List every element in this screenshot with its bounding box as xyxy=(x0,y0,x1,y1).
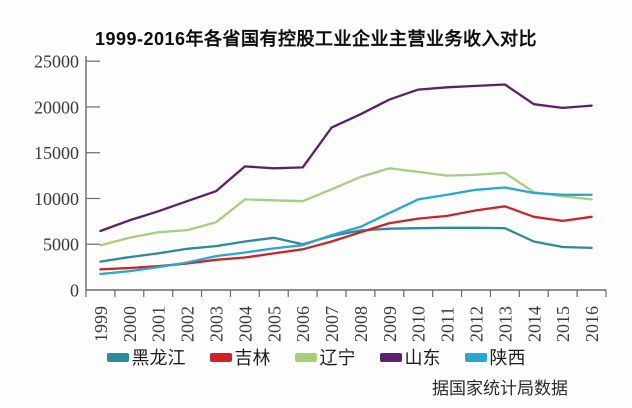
legend-swatch-heilongjiang xyxy=(106,352,129,362)
legend-item-heilongjiang: 黑龙江 xyxy=(106,344,186,370)
x-tick-label: 2000 xyxy=(120,306,140,342)
y-tick-label: 0 xyxy=(70,281,79,301)
legend-item-shaanxi: 陕西 xyxy=(464,344,526,370)
chart-legend: 黑龙江 吉林 辽宁 山东 陕西 xyxy=(30,344,602,370)
series-line-liaoning xyxy=(99,167,593,247)
y-tick-label: 25000 xyxy=(34,52,79,72)
x-tick-label: 2013 xyxy=(495,306,515,342)
y-tick-label: 10000 xyxy=(34,189,79,209)
x-tick-label: 2011 xyxy=(438,307,458,342)
x-tick-label: 2002 xyxy=(178,306,198,342)
x-tick-label: 2012 xyxy=(467,306,487,342)
x-tick-label: 2006 xyxy=(293,306,313,342)
x-tick-label: 2014 xyxy=(524,306,544,342)
x-tick-label: 2015 xyxy=(553,306,573,342)
x-tick-label: 1999 xyxy=(91,306,111,342)
legend-item-liaoning: 辽宁 xyxy=(294,344,356,370)
line-chart: 0 5000 10000 15000 20000 25000 1999 2000 2001 200… xyxy=(34,52,607,342)
legend-item-shandong: 山东 xyxy=(379,344,441,370)
y-tick-label: 15000 xyxy=(34,143,79,163)
legend-item-jilin: 吉林 xyxy=(209,344,271,370)
series-line-jilin xyxy=(99,205,593,271)
x-tick-label: 2007 xyxy=(322,306,342,342)
legend-label-heilongjiang: 黑龙江 xyxy=(131,348,186,368)
x-tick-label: 2001 xyxy=(149,306,169,342)
legend-label-jilin: 吉林 xyxy=(234,348,271,368)
x-tick-label: 2016 xyxy=(582,306,602,342)
y-tick-label: 20000 xyxy=(34,97,79,117)
series-line-shandong xyxy=(99,83,593,233)
x-tick-label: 2009 xyxy=(380,306,400,342)
legend-swatch-shaanxi xyxy=(464,352,487,362)
series-line-heilongjiang xyxy=(99,226,593,263)
legend-label-shaanxi: 陕西 xyxy=(489,348,526,368)
x-tick-label: 2004 xyxy=(235,306,255,342)
x-tick-label: 2010 xyxy=(409,306,429,342)
legend-swatch-liaoning xyxy=(294,352,317,362)
x-tick-label: 2003 xyxy=(207,306,227,342)
legend-label-shandong: 山东 xyxy=(404,348,441,368)
source-note: 据国家统计局数据 xyxy=(432,379,568,398)
axis-lines xyxy=(85,56,606,291)
y-tick-label: 5000 xyxy=(43,235,79,255)
legend-label-liaoning: 辽宁 xyxy=(319,348,356,368)
legend-swatch-shandong xyxy=(379,352,402,362)
x-tick-label: 2005 xyxy=(264,306,284,342)
chart-title: 1999-2016年各省国有控股工业企业主营业务收入对比 xyxy=(94,29,538,49)
x-tick-label: 2008 xyxy=(351,306,371,342)
series-line-shaanxi xyxy=(99,186,593,276)
legend-swatch-jilin xyxy=(209,352,232,362)
